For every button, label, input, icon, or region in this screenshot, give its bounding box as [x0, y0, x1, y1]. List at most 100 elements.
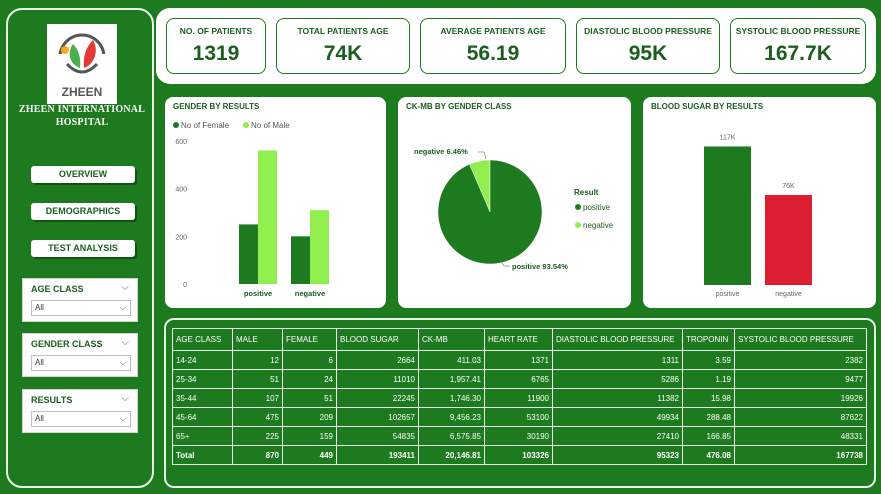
table-cell: 870	[232, 445, 283, 465]
table-cell: 411.03	[418, 350, 485, 370]
kpi-card-patients: NO. OF PATIENTS 1319	[166, 18, 266, 74]
gender-class-select[interactable]: All ⌵	[31, 355, 131, 371]
gender-by-results-chart: GENDER BY RESULTS No of Female No of Male…	[165, 97, 386, 308]
x-tick-label: positive	[716, 291, 740, 298]
table-cell: 476.08	[682, 445, 735, 465]
table-cell: 1.19	[682, 369, 735, 389]
table-cell: 1371	[484, 350, 553, 370]
table-cell: 30190	[484, 426, 553, 446]
column-header[interactable]: BLOOD SUGAR	[336, 328, 419, 351]
table-cell: 45-64	[172, 407, 233, 427]
kpi-title: TOTAL PATIENTS AGE	[297, 26, 389, 36]
table-cell: 209	[282, 407, 337, 427]
table-cell: 449	[282, 445, 337, 465]
age-class-select[interactable]: All ⌵	[31, 300, 131, 316]
bar-no-of-male	[310, 210, 329, 284]
y-tick-label: 200	[175, 234, 187, 241]
table-cell: 6765	[484, 369, 553, 389]
table-cell: 103326	[484, 445, 553, 465]
table-cell: 1,746.30	[418, 388, 485, 408]
column-header[interactable]: TROPONIN	[682, 328, 735, 351]
age-class-value: All	[35, 303, 44, 312]
chevron-down-icon[interactable]: ⌵	[121, 393, 129, 404]
chevron-down-icon: ⌵	[119, 303, 126, 312]
kpi-value: 56.19	[466, 42, 520, 65]
table-cell: 25-34	[172, 369, 233, 389]
chevron-down-icon: ⌵	[119, 358, 126, 367]
kpi-title: AVERAGE PATIENTS AGE	[440, 26, 546, 36]
table-cell: 1311	[552, 350, 683, 370]
results-filter: RESULTS ⌵ All ⌵	[22, 389, 138, 433]
bar-negative	[765, 195, 812, 285]
table-cell: 49934	[552, 407, 683, 427]
overview-button[interactable]: OVERVIEW	[31, 166, 135, 183]
y-tick-label: 400	[175, 187, 187, 194]
pie-leader-line	[478, 151, 487, 160]
demographics-button[interactable]: DEMOGRAPHICS	[31, 203, 135, 220]
pie-leader-line	[501, 262, 510, 267]
kpi-value: 95K	[628, 42, 668, 65]
kpi-card-systolic: SYSTOLIC BLOOD PRESSURE 167.7K	[730, 18, 866, 74]
x-tick-label: positive	[244, 289, 272, 298]
kpi-value: 167.7K	[764, 42, 832, 65]
legend-label: No of Female	[181, 121, 230, 130]
x-tick-label: negative	[295, 289, 325, 298]
table-cell: 1,957.41	[418, 369, 485, 389]
chevron-down-icon[interactable]: ⌵	[121, 282, 129, 293]
results-select[interactable]: All ⌵	[31, 411, 131, 427]
bar-no-of-female	[291, 236, 310, 284]
results-label: RESULTS	[31, 395, 73, 405]
table-cell: 95323	[552, 445, 683, 465]
table-cell: 11010	[336, 369, 419, 389]
test-analysis-button[interactable]: TEST ANALYSIS	[31, 240, 135, 257]
table-cell: 167738	[734, 445, 867, 465]
table-cell: 19926	[734, 388, 867, 408]
age-class-label: AGE CLASS	[31, 284, 84, 294]
kpi-card-diastolic: DIASTOLIC BLOOD PRESSURE 95K	[576, 18, 720, 74]
table-cell: 9,456.23	[418, 407, 485, 427]
chevron-down-icon[interactable]: ⌵	[121, 337, 129, 348]
blood-sugar-svg: 117K positive 76K negative	[704, 134, 812, 298]
table-cell: 3.59	[682, 350, 735, 370]
chart-title: BLOOD SUGAR BY RESULTS	[651, 102, 764, 111]
pie-label-positive: positive 93.54%	[512, 262, 568, 271]
kpi-value: 1319	[192, 42, 240, 65]
table-cell: Total	[172, 445, 233, 465]
y-tick-label: 0	[183, 282, 187, 289]
pie-label-negative: negative 6.46%	[414, 147, 468, 156]
pie-slice-positive	[437, 159, 543, 265]
legend-marker	[575, 222, 581, 228]
logo-icon: ZHEEN	[57, 33, 107, 99]
hospital-name: ZHEEN INTERNATIONAL HOSPITAL	[8, 103, 156, 129]
table-cell: 193411	[336, 445, 419, 465]
x-tick-label: negative	[775, 291, 802, 298]
hospital-logo: ZHEEN	[47, 24, 117, 104]
table-cell: 15.98	[682, 388, 735, 408]
kpi-value: 74K	[323, 42, 363, 65]
column-header[interactable]: CK-MB	[418, 328, 485, 351]
legend-marker	[173, 122, 179, 128]
table-total-row: Total 870 449 193411 20,146.81 103326 95323 476…	[172, 445, 867, 465]
table-cell: 20,146.81	[418, 445, 485, 465]
bar-no-of-male	[258, 150, 277, 284]
table-body: 14-24 12 6 2664 411.03 1371 1311 3.59 2382 25-34 5…	[172, 350, 867, 465]
table-cell: 5286	[552, 369, 683, 389]
legend-marker	[575, 204, 581, 210]
data-label: 76K	[782, 183, 795, 190]
kpi-card-average-age: AVERAGE PATIENTS AGE 56.19	[420, 18, 566, 74]
chart-title: GENDER BY RESULTS	[173, 102, 260, 111]
table-cell: 87622	[734, 407, 867, 427]
column-header[interactable]: AGE CLASS	[172, 328, 233, 351]
bar-no-of-female	[239, 224, 258, 284]
column-header[interactable]: MALE	[232, 328, 283, 351]
legend-label: positive	[583, 203, 611, 212]
table-cell: 65+	[172, 426, 233, 446]
table-cell: 166.85	[682, 426, 735, 446]
table-cell: 9477	[734, 369, 867, 389]
table-cell: 102657	[336, 407, 419, 427]
column-header[interactable]: HEART RATE	[484, 328, 553, 351]
column-header[interactable]: DIASTOLIC BLOOD PRESSURE	[552, 328, 683, 351]
column-header[interactable]: SYSTOLIC BLOOD PRESSURE	[734, 328, 867, 351]
column-header[interactable]: FEMALE	[282, 328, 337, 351]
table-cell: 12	[232, 350, 283, 370]
